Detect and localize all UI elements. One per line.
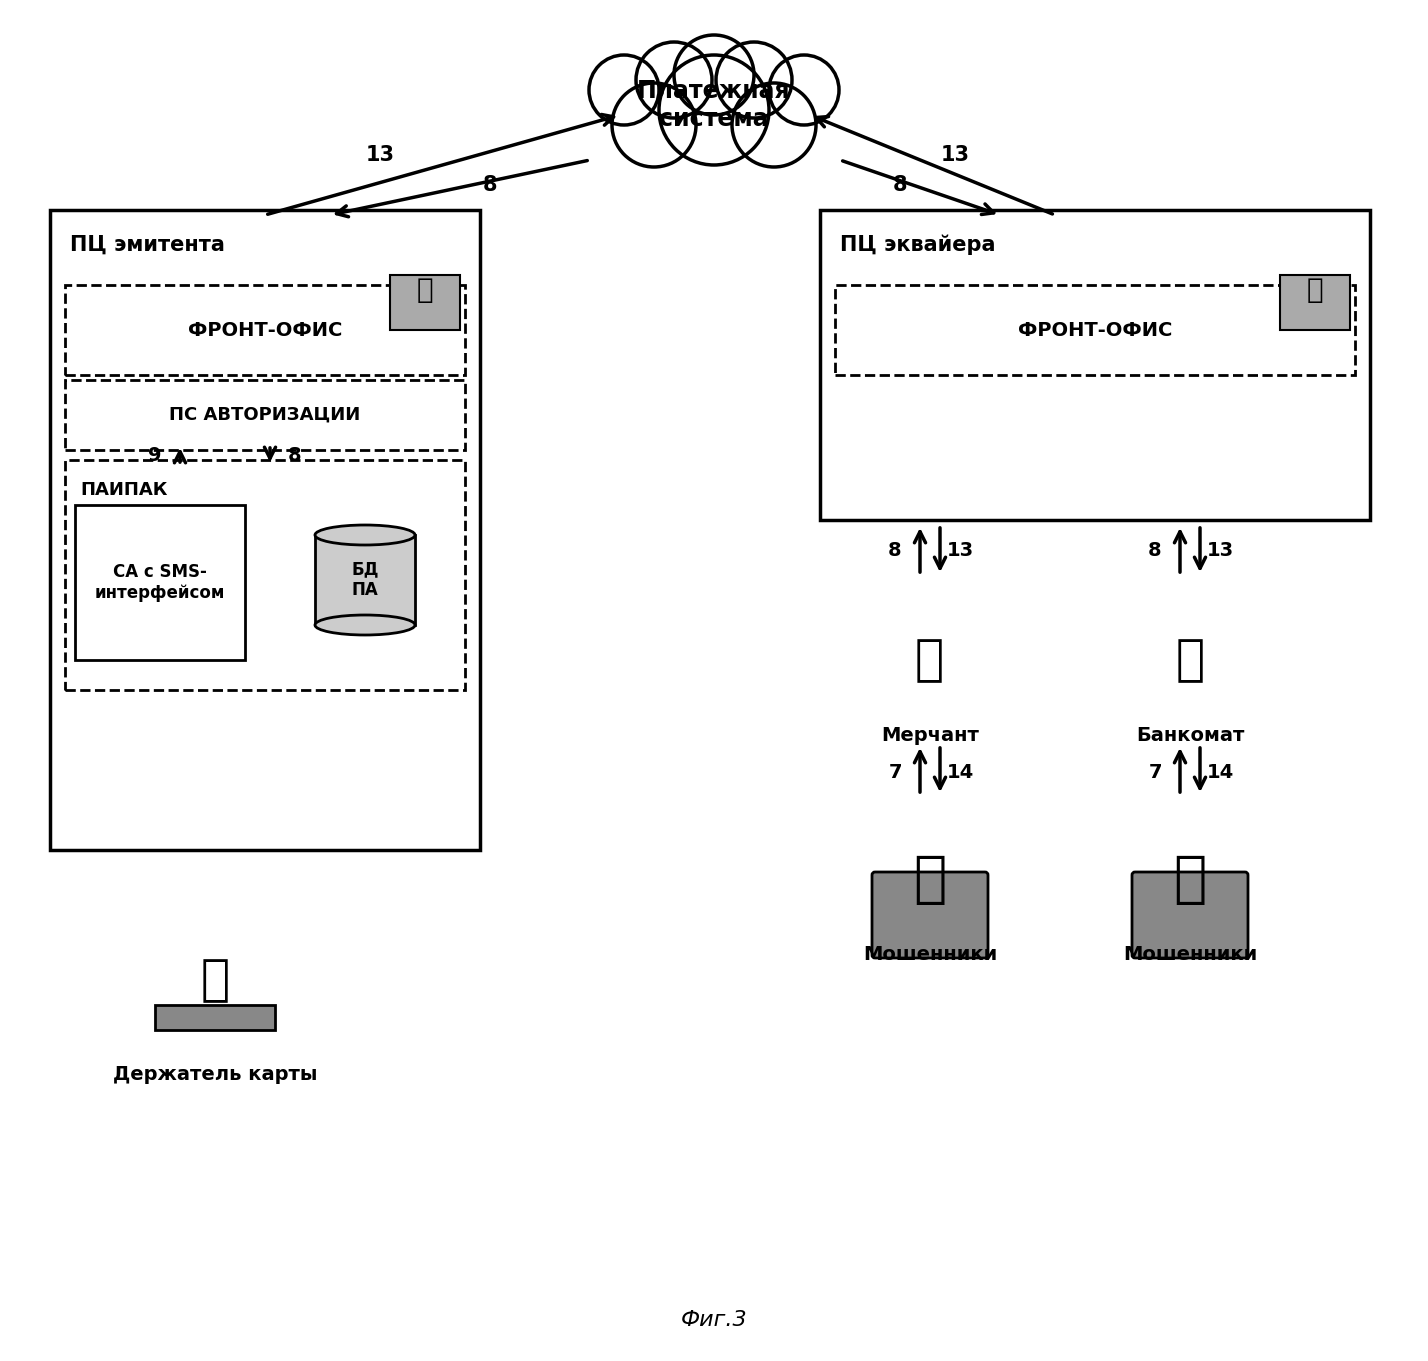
Text: 14: 14 <box>947 764 974 783</box>
Ellipse shape <box>316 525 416 544</box>
FancyBboxPatch shape <box>66 284 466 376</box>
Circle shape <box>635 42 713 118</box>
FancyBboxPatch shape <box>50 210 480 851</box>
FancyBboxPatch shape <box>156 1004 276 1030</box>
Circle shape <box>658 54 770 165</box>
FancyBboxPatch shape <box>1132 872 1248 958</box>
Text: 🧑: 🧑 <box>200 955 230 1004</box>
Text: 🏧: 🏧 <box>1175 636 1205 685</box>
Text: 8: 8 <box>892 176 907 195</box>
Ellipse shape <box>316 615 416 636</box>
Text: 🏦: 🏦 <box>1307 276 1324 304</box>
Text: 8: 8 <box>288 445 301 464</box>
Text: СА с SMS-
интерфейсом: СА с SMS- интерфейсом <box>94 563 226 602</box>
Text: 7: 7 <box>1148 764 1162 783</box>
FancyBboxPatch shape <box>820 210 1369 520</box>
Text: 14: 14 <box>1207 764 1234 783</box>
Text: 8: 8 <box>483 176 497 195</box>
Circle shape <box>715 42 793 118</box>
FancyBboxPatch shape <box>390 275 460 329</box>
FancyBboxPatch shape <box>873 872 988 958</box>
Circle shape <box>733 83 815 167</box>
FancyBboxPatch shape <box>316 535 416 625</box>
Text: 💀: 💀 <box>1174 853 1207 906</box>
Text: ПЦ эквайера: ПЦ эквайера <box>840 234 995 256</box>
Text: Мошенники: Мошенники <box>1122 946 1257 965</box>
Text: ФРОНТ-ОФИС: ФРОНТ-ОФИС <box>188 320 343 339</box>
FancyBboxPatch shape <box>66 380 466 450</box>
Text: 8: 8 <box>888 540 902 559</box>
Text: Мошенники: Мошенники <box>863 946 997 965</box>
Text: 8: 8 <box>1148 540 1162 559</box>
Text: 13: 13 <box>941 146 970 165</box>
FancyBboxPatch shape <box>76 505 246 660</box>
FancyBboxPatch shape <box>66 460 466 690</box>
FancyBboxPatch shape <box>1279 275 1349 329</box>
Text: ФРОНТ-ОФИС: ФРОНТ-ОФИС <box>1018 320 1172 339</box>
Text: 13: 13 <box>947 540 974 559</box>
Text: ПС АВТОРИЗАЦИИ: ПС АВТОРИЗАЦИИ <box>170 406 361 425</box>
Text: 9: 9 <box>149 445 161 464</box>
Text: 🖥️: 🖥️ <box>915 636 944 685</box>
Text: 7: 7 <box>888 764 901 783</box>
Text: ПАИПАК: ПАИПАК <box>80 480 167 499</box>
Circle shape <box>674 35 754 114</box>
Circle shape <box>613 83 695 167</box>
Text: Платежная
система: Платежная система <box>637 79 791 131</box>
Text: 💀: 💀 <box>914 853 947 906</box>
Text: 13: 13 <box>1207 540 1234 559</box>
Text: БД
ПА: БД ПА <box>351 561 378 599</box>
Circle shape <box>588 54 658 125</box>
Text: Держатель карты: Держатель карты <box>113 1066 317 1085</box>
Circle shape <box>770 54 840 125</box>
Text: Банкомат: Банкомат <box>1135 725 1244 744</box>
Text: Фиг.3: Фиг.3 <box>681 1311 747 1330</box>
Text: ПЦ эмитента: ПЦ эмитента <box>70 235 224 255</box>
Text: 🏦: 🏦 <box>417 276 433 304</box>
Text: Мерчант: Мерчант <box>881 725 980 744</box>
FancyBboxPatch shape <box>835 284 1355 376</box>
Text: 13: 13 <box>366 146 394 165</box>
